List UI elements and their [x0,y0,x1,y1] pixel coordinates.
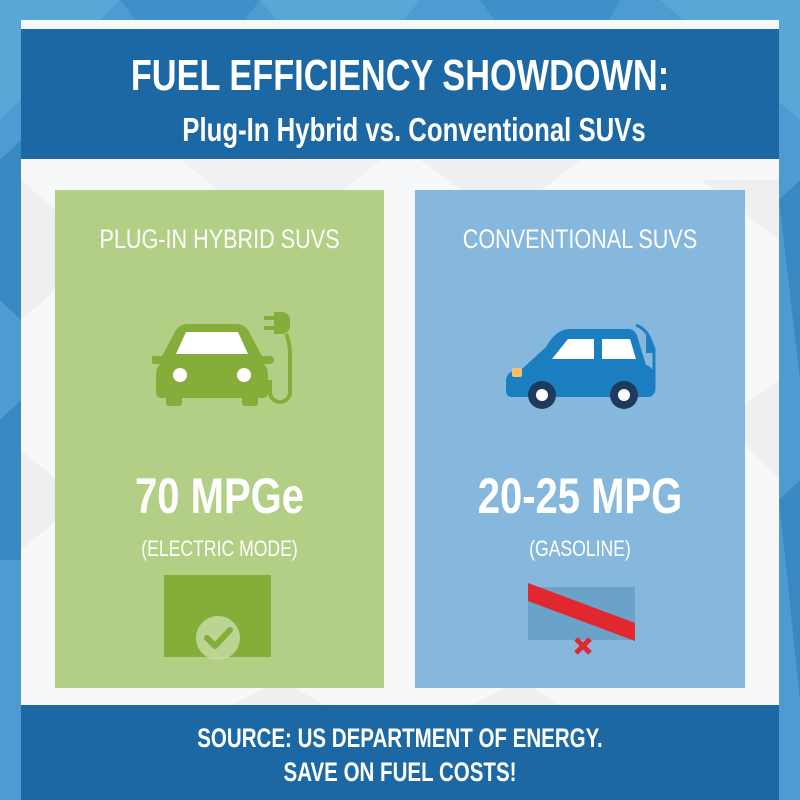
source-text: SOURCE: US DEPARTMENT OF ENERGY. [197,723,603,753]
infographic-frame: FUEL EFFICIENCY SHOWDOWN: Plug-In Hybrid… [21,20,779,800]
card-title: CONVENTIONAL SUVS [462,224,698,254]
header-banner: FUEL EFFICIENCY SHOWDOWN: Plug-In Hybrid… [21,29,779,159]
mpg-value: 20-25 MPG [477,468,683,524]
tagline-text: SAVE ON FUEL COSTS! [283,757,517,787]
gas-car-pump-icon [506,323,656,409]
mpg-mode-label: (ELECTRIC MODE) [141,536,298,561]
plug-in-hybrid-card: PLUG-IN HYBRID SUVS 70 MPGe (ELECTRIC MO… [55,190,384,688]
page-title: FUEL EFFICIENCY SHOWDOWN: [130,51,670,100]
electric-car-plug-icon [152,312,292,406]
checkmark-icon [164,575,271,660]
footer-banner: SOURCE: US DEPARTMENT OF ENERGY. SAVE ON… [21,705,779,800]
mpg-mode-label: (GASOLINE) [529,536,631,561]
card-title: PLUG-IN HYBRID SUVS [99,224,340,254]
cross-icon [528,583,635,655]
mpg-value: 70 MPGe [135,468,304,524]
page-subtitle: Plug-In Hybrid vs. Conventional SUVs [182,111,646,148]
conventional-suv-card: CONVENTIONAL SUVS 20-25 MPG (GASOLINE) [415,190,745,688]
